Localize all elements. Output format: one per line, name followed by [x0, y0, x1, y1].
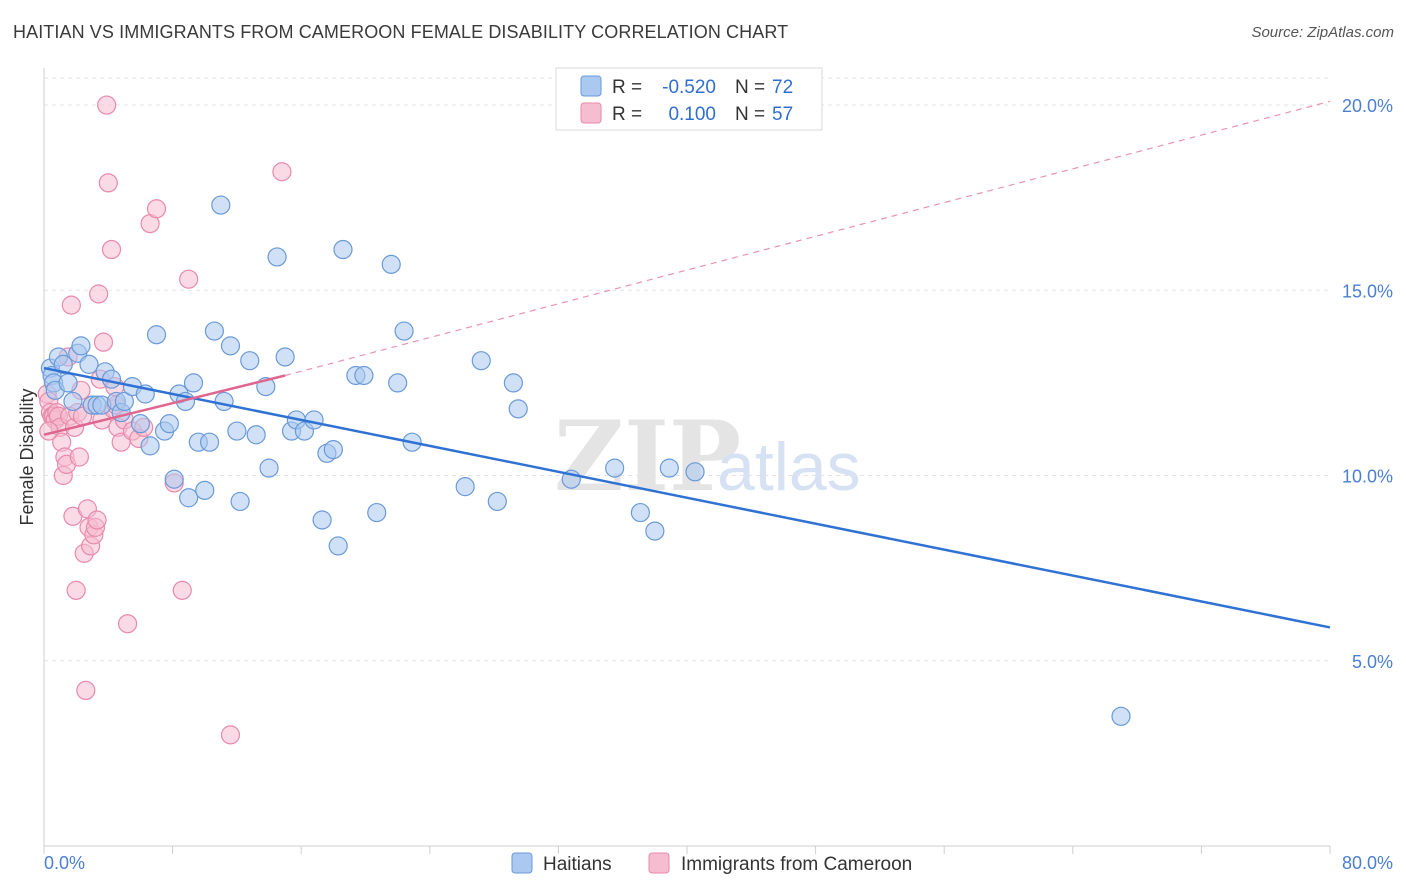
y-tick-label: 5.0%	[1352, 652, 1393, 672]
cameroon-point	[93, 332, 114, 352]
legend-n-label-haitians: N =	[735, 77, 765, 98]
correlation-legend: R = -0.520 N = 72 R = 0.100 N = 57	[555, 67, 823, 131]
x-tick-label-max: 80.0%	[1342, 853, 1393, 873]
legend-swatch-cameroon	[580, 102, 602, 124]
haitians-point	[79, 354, 99, 374]
cameroon-point	[220, 725, 241, 745]
haitians-point	[204, 321, 224, 341]
legend-r-label-cameroon: R =	[612, 104, 642, 125]
haitians-point	[354, 365, 374, 386]
x-tick-marks	[43, 846, 1331, 854]
bottom-legend-label-cameroon: Immigrants from Cameroon	[681, 854, 912, 875]
haitians-point	[388, 373, 408, 393]
haitians-point	[367, 502, 387, 523]
haitians-point	[487, 491, 507, 512]
haitians-point	[685, 462, 705, 482]
trend-line-haitians	[43, 366, 1331, 629]
haitians-point	[503, 373, 523, 393]
y-tick-label: 10.0%	[1342, 467, 1393, 487]
haitians-point	[63, 391, 83, 412]
haitians-point	[183, 373, 204, 393]
haitians-point	[630, 502, 650, 523]
trend-lines	[43, 100, 1331, 629]
haitians-point	[275, 347, 295, 367]
trend-line-cameroon	[43, 374, 286, 436]
haitians-point	[267, 247, 287, 267]
haitians-point	[58, 373, 78, 393]
haitians-point	[259, 458, 279, 478]
bottom-legend-swatch-cameroon	[648, 852, 670, 874]
haitians-point	[146, 325, 167, 345]
chart-title: HAITIAN VS IMMIGRANTS FROM CAMEROON FEMA…	[13, 22, 789, 42]
trend-line-cameroon-extension	[284, 100, 1331, 377]
cameroon-point	[97, 95, 117, 115]
legend-r-value-haitians: -0.520	[662, 77, 716, 98]
haitians-point	[130, 414, 151, 434]
haitians-point	[71, 336, 91, 356]
haitians-point	[508, 399, 528, 419]
y-axis-title: Female Disability	[17, 388, 37, 525]
haitians-point	[471, 351, 491, 371]
legend-n-value-haitians: 72	[772, 77, 793, 98]
haitians-point	[304, 410, 324, 430]
haitians-point	[312, 510, 332, 530]
haitians-point	[164, 469, 184, 489]
haitians-point	[645, 521, 665, 541]
haitians-point	[1111, 706, 1131, 726]
haitians-point	[328, 536, 348, 556]
watermark: ZIP atlas	[554, 400, 861, 513]
cameroon-point	[98, 173, 118, 193]
legend-n-label-cameroon: N =	[735, 104, 765, 125]
haitians-point	[605, 458, 625, 478]
cameroon-point	[117, 614, 138, 634]
cameroon-point	[89, 284, 109, 304]
haitians-point	[333, 239, 353, 260]
cameroon-point	[179, 269, 199, 289]
bottom-legend-swatch-haitians	[511, 852, 533, 874]
series-legend: Haitians Immigrants from Cameroon	[511, 852, 912, 875]
cameroon-point	[66, 580, 86, 600]
haitians-point	[195, 480, 215, 500]
haitians-point	[381, 254, 401, 274]
haitians-point	[455, 477, 475, 497]
bottom-legend-label-haitians: Haitians	[543, 854, 612, 875]
legend-r-value-cameroon: 0.100	[668, 104, 716, 125]
haitians-point	[114, 391, 134, 412]
haitians-point	[246, 425, 266, 445]
haitians-point	[159, 414, 179, 434]
haitians-point	[179, 488, 199, 508]
watermark-zip: ZIP	[554, 400, 741, 513]
haitians-point	[214, 391, 234, 412]
y-tick-label: 15.0%	[1342, 281, 1393, 301]
haitians-point	[227, 421, 247, 441]
x-tick-label-min: 0.0%	[44, 853, 85, 873]
legend-swatch-haitians	[580, 75, 602, 97]
cameroon-point	[146, 199, 167, 219]
haitians-point	[199, 432, 220, 452]
y-tick-label: 20.0%	[1342, 96, 1393, 116]
chart-source: Source: ZipAtlas.com	[1251, 24, 1394, 41]
haitians-point	[240, 351, 260, 371]
haitians-point	[659, 458, 679, 478]
haitians-point	[211, 195, 231, 215]
grid-lines	[44, 77, 1330, 662]
haitians-point	[323, 439, 343, 460]
cameroon-point	[272, 162, 292, 182]
cameroon-point	[87, 510, 107, 530]
haitians-point	[140, 436, 160, 456]
cameroon-point	[101, 239, 122, 260]
haitians-point	[230, 491, 250, 512]
haitians-point	[394, 321, 414, 341]
haitians-point	[220, 336, 241, 356]
haitians-point	[53, 354, 73, 374]
cameroon-point	[172, 580, 192, 600]
legend-r-label-haitians: R =	[612, 77, 642, 98]
watermark-atlas: atlas	[717, 429, 861, 505]
y-tick-labels: 5.0% 10.0% 15.0% 20.0%	[1342, 96, 1393, 672]
cameroon-point	[69, 447, 89, 467]
cameroon-point	[76, 680, 96, 701]
cameroon-point	[61, 295, 81, 315]
legend-n-value-cameroon: 57	[772, 104, 793, 125]
